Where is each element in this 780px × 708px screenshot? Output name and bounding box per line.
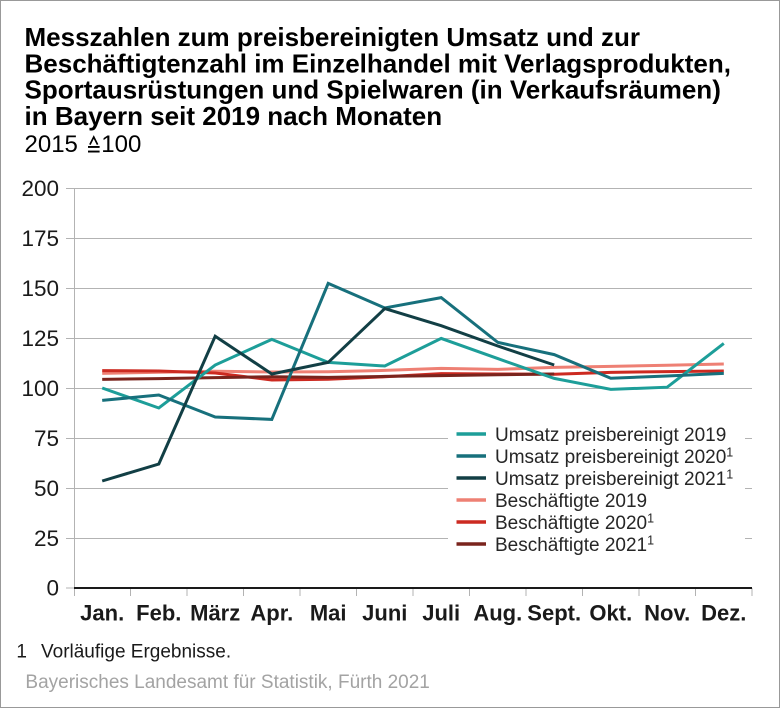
svg-text:200: 200 [21, 176, 59, 201]
svg-text:50: 50 [34, 476, 59, 501]
svg-text:Messzahlen zum preisbereinigte: Messzahlen zum preisbereinigten Umsatz u… [25, 22, 640, 52]
svg-text:in Bayern seit 2019 nach Monat: in Bayern seit 2019 nach Monaten [25, 101, 443, 131]
svg-text:Feb.: Feb. [136, 601, 181, 626]
svg-text:2015: 2015 [25, 131, 78, 158]
svg-text:0: 0 [46, 576, 59, 601]
svg-text:Umsatz preisbereinigt 20201: Umsatz preisbereinigt 20201 [495, 446, 733, 469]
svg-text:Apr.: Apr. [250, 601, 293, 626]
svg-text:Dez.: Dez. [701, 601, 746, 626]
svg-text:100: 100 [21, 376, 59, 401]
svg-text:25: 25 [34, 526, 59, 551]
svg-text:Vorläufige Ergebnisse.: Vorläufige Ergebnisse. [41, 642, 231, 663]
svg-text:Juni: Juni [362, 601, 407, 626]
svg-text:Aug.: Aug. [473, 601, 522, 626]
svg-text:Beschäftigte 20201: Beschäftigte 20201 [495, 512, 654, 535]
svg-text:125: 125 [21, 326, 59, 351]
svg-text:Mai: Mai [310, 601, 347, 626]
svg-text:März: März [190, 601, 240, 626]
svg-text:Jan.: Jan. [80, 601, 124, 626]
svg-text:Beschäftigtenzahl im Einzelhan: Beschäftigtenzahl im Einzelhandel mit Ve… [25, 48, 731, 78]
svg-text:1: 1 [16, 642, 27, 663]
svg-text:Umsatz preisbereinigt 2019: Umsatz preisbereinigt 2019 [495, 425, 726, 446]
svg-text:Sportausrüstungen und Spielwar: Sportausrüstungen und Spielwaren (in Ver… [25, 75, 721, 105]
svg-text:Umsatz preisbereinigt 20211: Umsatz preisbereinigt 20211 [495, 468, 733, 491]
svg-text:Okt.: Okt. [589, 601, 632, 626]
svg-text:Beschäftigte 2019: Beschäftigte 2019 [495, 491, 647, 512]
svg-text:Beschäftigte 20211: Beschäftigte 20211 [495, 534, 654, 557]
svg-text:Bayerisches Landesamt für Stat: Bayerisches Landesamt für Statistik, Für… [25, 672, 429, 693]
svg-text:Juli: Juli [422, 601, 460, 626]
svg-text:Sept.: Sept. [527, 601, 581, 626]
svg-text:Nov.: Nov. [644, 601, 690, 626]
svg-text:175: 175 [21, 226, 59, 251]
svg-text:150: 150 [21, 276, 59, 301]
svg-text:75: 75 [34, 426, 59, 451]
svg-text:100: 100 [101, 131, 141, 158]
